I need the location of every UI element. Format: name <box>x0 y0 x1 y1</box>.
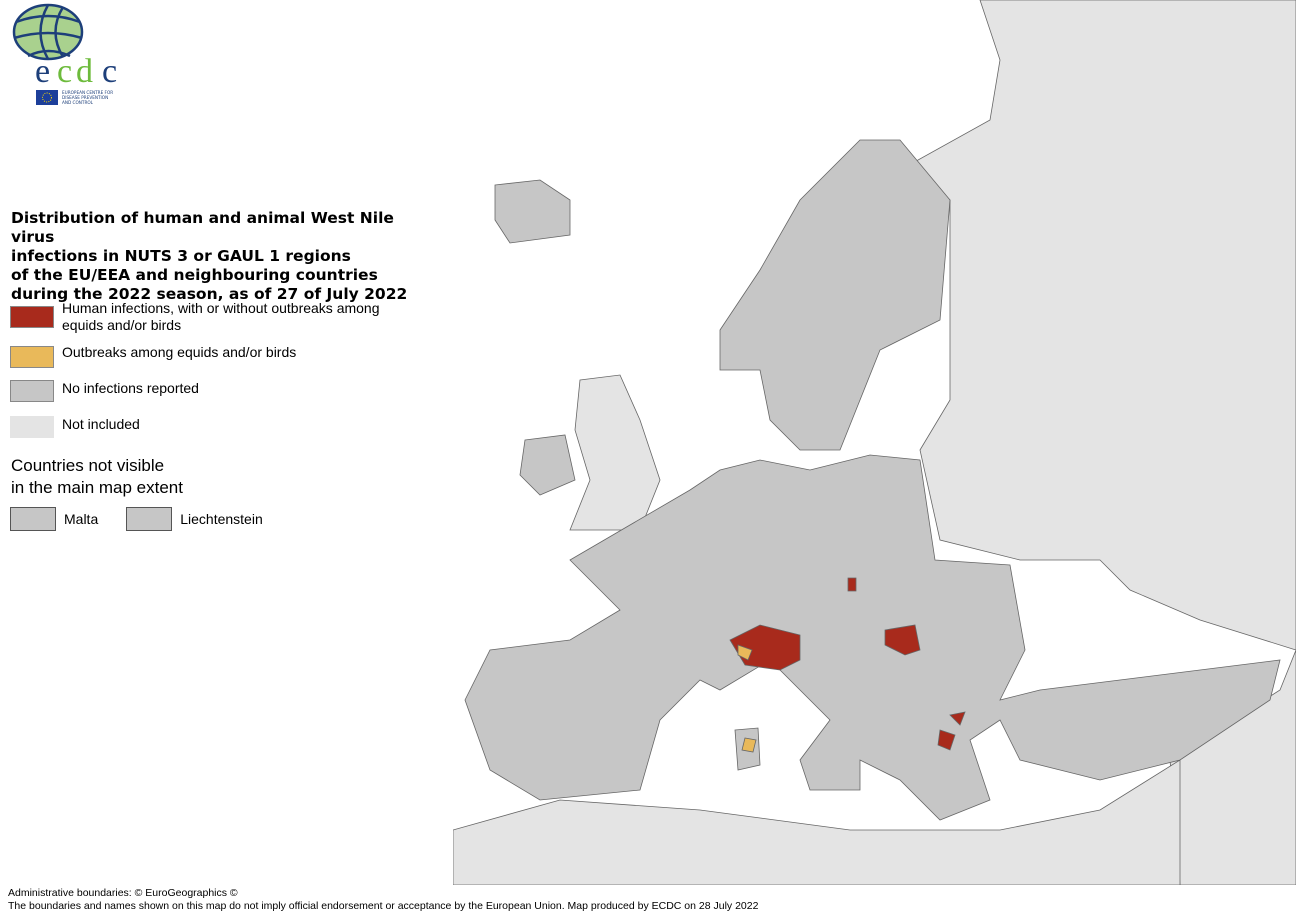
region-iceland <box>494 179 571 244</box>
legend-swatch <box>10 416 54 438</box>
svg-text:DISEASE PREVENTION: DISEASE PREVENTION <box>62 95 108 100</box>
map-title: Distribution of human and animal West Ni… <box>11 209 441 304</box>
heading-line: in the main map extent <box>11 478 183 497</box>
region-ireland <box>519 434 576 496</box>
legend-label: Outbreaks among equids and/or birds <box>62 344 297 360</box>
legend-swatch <box>10 346 54 368</box>
title-line: of the EU/EEA and neighbouring countries <box>11 266 378 284</box>
legend-label: No infections reported <box>62 380 199 396</box>
europe-map <box>453 0 1296 885</box>
title-line: Distribution of human and animal West Ni… <box>11 209 394 246</box>
region-continental-europe <box>464 454 1281 821</box>
not-visible-countries: Malta Liechtenstein <box>10 507 263 531</box>
svg-text:e: e <box>35 53 50 90</box>
not-visible-heading: Countries not visible in the main map ex… <box>11 455 183 499</box>
legend-item-not-included: Not included <box>10 416 412 438</box>
ecdc-logo: e c d c EUROPEAN CENTRE FOR DISEASE PREV… <box>12 3 117 105</box>
malta-swatch <box>10 507 56 531</box>
footer: Administrative boundaries: © EuroGeograp… <box>8 887 758 913</box>
svg-text:c: c <box>102 53 117 90</box>
legend-item-human: Human infections, with or without outbre… <box>10 300 412 334</box>
region-uk <box>569 374 661 531</box>
liechtenstein-label: Liechtenstein <box>180 511 263 527</box>
malta-label: Malta <box>64 511 99 527</box>
svg-text:c: c <box>57 53 72 90</box>
footer-line: Administrative boundaries: © EuroGeograp… <box>8 887 238 899</box>
svg-text:d: d <box>76 53 93 90</box>
legend-swatch <box>10 306 54 328</box>
title-line: infections in NUTS 3 or GAUL 1 regions <box>11 247 351 265</box>
region-not-included-africa <box>453 759 1181 885</box>
svg-text:AND CONTROL: AND CONTROL <box>62 100 94 105</box>
legend-label: Not included <box>62 416 140 432</box>
region-human-hungary <box>847 577 857 592</box>
region-human-greece <box>937 711 966 751</box>
legend-item-animal: Outbreaks among equids and/or birds <box>10 342 412 368</box>
legend-item-none: No infections reported <box>10 380 412 402</box>
liechtenstein-swatch <box>126 507 173 531</box>
region-human-serbia <box>884 624 921 656</box>
heading-line: Countries not visible <box>11 456 165 475</box>
region-scandinavia <box>719 139 951 451</box>
legend-label: Human infections, with or without outbre… <box>62 300 380 333</box>
footer-line: The boundaries and names shown on this m… <box>8 900 759 912</box>
region-animal-italy <box>737 644 753 661</box>
region-animal-sardinia <box>741 737 757 753</box>
svg-text:EUROPEAN CENTRE FOR: EUROPEAN CENTRE FOR <box>62 90 113 95</box>
legend: Human infections, with or without outbre… <box>10 300 412 446</box>
title-line: during the 2022 season, as of 27 of July… <box>11 285 408 303</box>
legend-swatch <box>10 380 54 402</box>
